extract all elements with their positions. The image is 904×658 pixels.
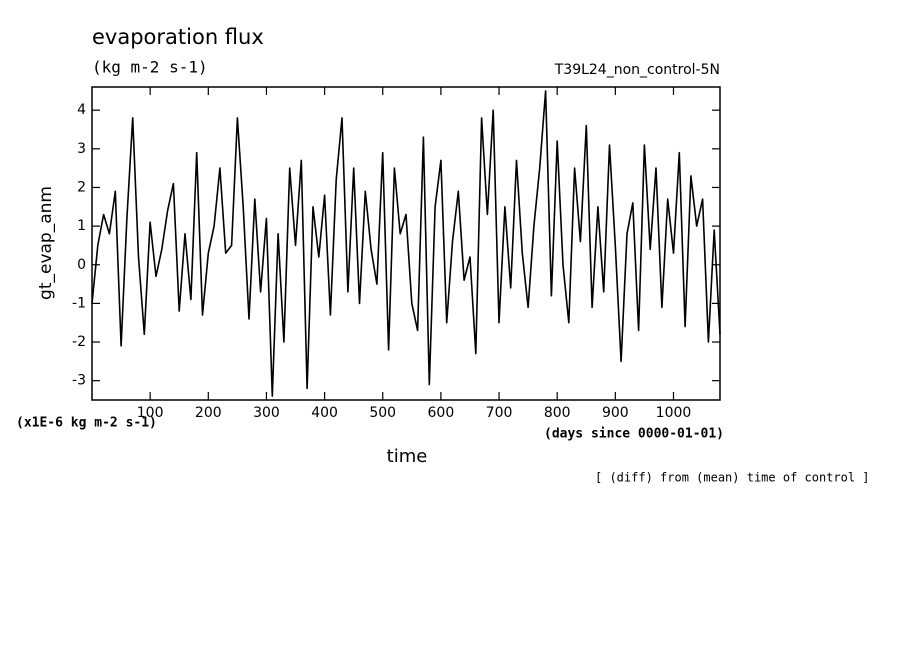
y-tick-label: 2 [77, 179, 86, 195]
y-units-note: (x1E-6 kg m-2 s-1) [16, 416, 157, 431]
x-units-note: (days since 0000-01-01) [544, 427, 724, 442]
x-tick-label: 400 [311, 405, 338, 421]
y-tick-label: 1 [77, 218, 86, 234]
x-tick-label: 1000 [656, 405, 692, 421]
x-tick-label: 600 [428, 405, 455, 421]
y-tick-label: 4 [77, 102, 86, 118]
x-tick-label: 100 [137, 405, 164, 421]
run-label: T39L24_non_control-5N [554, 62, 720, 78]
x-axis-label: time [387, 446, 428, 467]
y-tick-label: -2 [72, 334, 86, 350]
y-tick-label: -1 [72, 295, 86, 311]
data-line [91, 90, 721, 397]
subtitle: (kg m-2 s-1) [92, 58, 208, 77]
x-tick-label: 700 [486, 405, 513, 421]
x-tick-label: 300 [253, 405, 280, 421]
x-tick-label: 800 [544, 405, 571, 421]
chart-title: evaporation flux [92, 25, 264, 49]
y-tick-label: 3 [77, 141, 86, 157]
x-tick-label: 500 [369, 405, 396, 421]
x-tick-label: 200 [195, 405, 222, 421]
y-tick-label: -3 [72, 373, 86, 389]
x-tick-label: 900 [602, 405, 629, 421]
y-axis-label: gt_evap_anm [36, 186, 56, 300]
y-tick-label: 0 [77, 257, 86, 273]
plot-frame [91, 86, 721, 401]
footnote: [ (diff) from (mean) time of control ] [595, 471, 870, 485]
